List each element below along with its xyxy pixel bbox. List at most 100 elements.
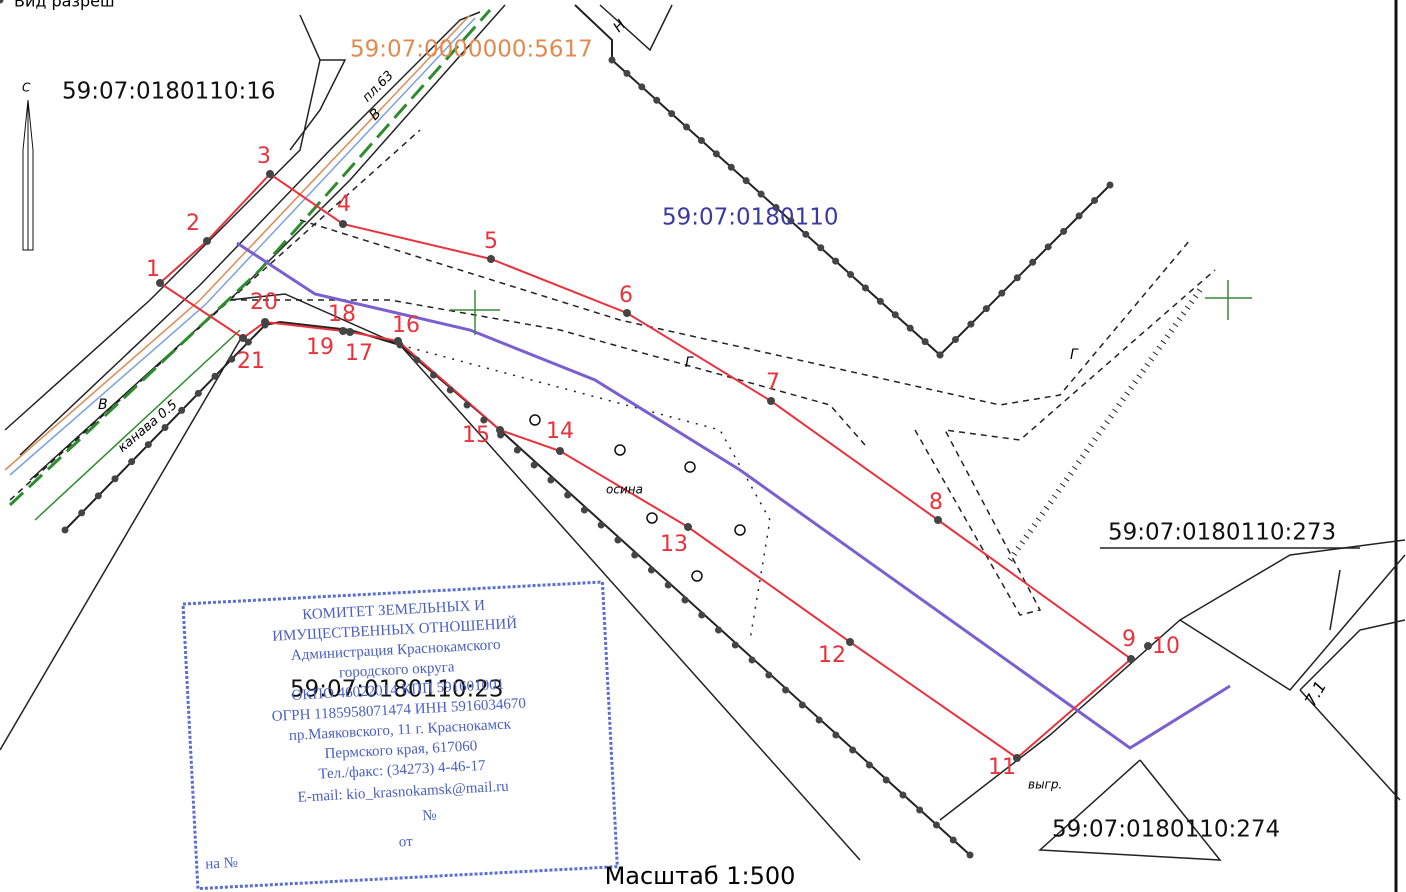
survey-point <box>556 447 564 455</box>
boundary-dot <box>244 338 252 346</box>
boundary-dot <box>916 806 924 814</box>
boundary-dot <box>513 446 521 454</box>
boundary-dot <box>1106 181 1114 189</box>
boundary-dot <box>144 441 152 449</box>
point-label: 21 <box>237 349 265 374</box>
boundary-dot <box>772 204 780 211</box>
survey-point <box>1013 754 1021 762</box>
survey-point <box>496 426 504 434</box>
boundary-dot <box>798 701 806 709</box>
point-label: 14 <box>546 419 574 444</box>
boundary-dot <box>194 389 202 397</box>
boundary-dot <box>876 297 884 305</box>
boundary-dot <box>94 492 102 500</box>
stamp-line: от <box>398 834 413 851</box>
boundary-dot <box>966 851 974 859</box>
stamp-line: Пермского края, 617060 <box>324 738 477 762</box>
annotation: выгр. <box>1028 778 1062 792</box>
boundary-dot <box>547 476 555 484</box>
survey-point <box>339 327 347 335</box>
boundary-dot <box>631 551 639 559</box>
point-label: 17 <box>345 341 373 366</box>
parcel-number: 59:07:0180110:274 <box>1052 817 1280 843</box>
boundary-dot <box>623 69 631 77</box>
boundary-dot <box>1060 227 1068 235</box>
boundary-dot <box>61 526 69 534</box>
boundary-dot <box>683 123 691 131</box>
boundary-dot <box>608 56 616 64</box>
parcel-number: 59:07:0180110:23 <box>290 677 503 703</box>
boundary-dot <box>78 509 86 517</box>
boundary-dot <box>178 406 186 414</box>
survey-point <box>261 318 269 326</box>
boundary-dot <box>715 626 723 634</box>
tree <box>529 414 541 426</box>
point-label: 18 <box>328 302 356 327</box>
boundary-dot <box>815 716 823 724</box>
road-lines <box>4 9 492 521</box>
boundary-dot <box>936 351 944 359</box>
boundary-dot <box>128 458 136 466</box>
boundary-dot <box>949 836 957 844</box>
boundary-dot <box>413 356 421 364</box>
scale-label: Масштаб 1:500 <box>605 862 796 890</box>
survey-point <box>934 516 942 524</box>
boundary-dot <box>982 305 990 313</box>
boundary-dot <box>782 686 790 694</box>
boundary-dot <box>647 566 655 574</box>
survey-point <box>487 255 495 263</box>
boundary-dot <box>998 289 1006 297</box>
annotation: В <box>98 397 108 413</box>
boundary-dot <box>731 641 739 649</box>
north-arrow <box>22 99 34 251</box>
tree <box>684 461 696 473</box>
point-label: 20 <box>250 290 278 315</box>
boundary-dot <box>847 271 855 279</box>
point-label: 4 <box>337 192 351 217</box>
point-label: 2 <box>186 211 200 236</box>
boundary-dot <box>0 0 4 4</box>
point-label: 16 <box>392 313 420 338</box>
boundary-dot <box>653 96 661 104</box>
boundary-dot <box>668 110 676 118</box>
survey-point <box>684 523 692 531</box>
parcel-number: 59:07:0180110:16 <box>62 79 275 105</box>
boundary-dot <box>765 671 773 679</box>
boundary-dot <box>161 424 169 431</box>
annotation: С <box>22 81 31 95</box>
boundary-dot <box>664 581 672 589</box>
boundary-dot <box>430 371 438 379</box>
tree <box>734 524 746 536</box>
boundary-dot <box>1075 212 1083 220</box>
point-label: 7 <box>766 370 780 395</box>
boundary-dot <box>861 284 869 292</box>
boundary-dot <box>446 386 454 394</box>
survey-point <box>156 279 164 287</box>
survey-point <box>339 220 347 228</box>
boundary-dot <box>967 320 975 328</box>
boundary-dot <box>802 230 810 238</box>
boundary-dot <box>228 355 236 363</box>
boundary-dot <box>921 338 929 346</box>
point-label: 8 <box>929 490 943 515</box>
survey-point <box>266 170 274 178</box>
boundary-dot <box>742 177 750 185</box>
stamp-line: городского округа <box>339 659 456 681</box>
point-label: 15 <box>462 423 490 448</box>
point-label: 13 <box>660 532 688 557</box>
survey-point <box>846 638 854 646</box>
boundary-dot <box>817 244 825 252</box>
header-note: Вид разреш <box>14 0 115 11</box>
purple-boundary <box>236 241 1231 750</box>
boundary-dot <box>849 746 857 754</box>
point-label: 11 <box>988 755 1016 780</box>
boundary-dot <box>1013 274 1021 282</box>
boundary-dot <box>597 521 605 529</box>
boundary-dot <box>932 821 940 829</box>
boundary-dot <box>906 324 914 332</box>
annotation: Г <box>685 355 694 371</box>
crosses <box>450 280 1252 335</box>
boundary-dot <box>865 761 873 769</box>
point-label: 10 <box>1152 634 1180 659</box>
